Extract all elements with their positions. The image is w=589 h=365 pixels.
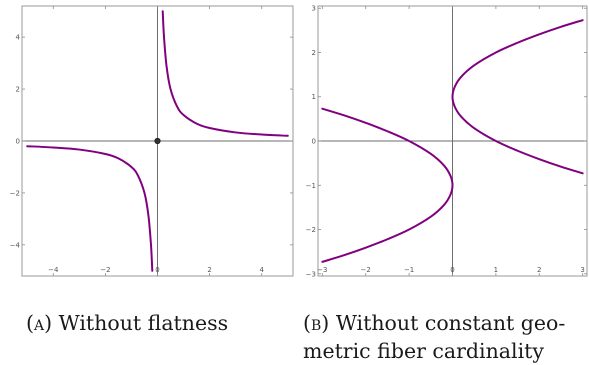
plot-a-curve-1 — [161, 10, 289, 137]
x-tick-label: 0 — [155, 266, 159, 274]
caption-a-text: Without flatness — [58, 311, 229, 335]
y-tick-label: 1 — [312, 93, 316, 101]
y-tick-label: 0 — [16, 138, 20, 146]
y-tick-label: 2 — [16, 86, 20, 94]
x-tick-label: 0 — [450, 266, 454, 274]
y-tick-label: 4 — [16, 34, 21, 42]
x-tick-label: −4 — [48, 266, 59, 274]
y-tick-label: 3 — [312, 5, 316, 13]
x-tick-label: 2 — [537, 266, 541, 274]
x-tick-label: 4 — [259, 266, 264, 274]
x-tick-label: −2 — [361, 266, 371, 274]
y-tick-label: 2 — [312, 49, 316, 57]
plot-a: −4 −2 0 2 4 −4 −2 0 2 4 — [10, 5, 294, 277]
caption-b-line-2: metric fiber cardinality — [303, 339, 544, 363]
y-tick-label: −4 — [10, 241, 21, 249]
x-tick-label: −1 — [404, 266, 414, 274]
y-tick-label: −3 — [306, 270, 316, 278]
y-tick-label: −2 — [306, 226, 316, 234]
caption-a-tag: (a) — [26, 311, 53, 335]
x-tick-label: −2 — [100, 266, 110, 274]
caption-b: (b) Without constant geo-metric fiber ca… — [303, 309, 565, 365]
plot-b: −3 −2 −1 0 1 2 3 −3 −2 −1 0 1 2 3 — [306, 5, 588, 278]
x-tick-label: 2 — [207, 266, 211, 274]
y-tick-label: 0 — [312, 138, 316, 146]
plot-a-origin-point — [154, 137, 161, 145]
y-tick-label: −1 — [306, 182, 316, 190]
plot-b-curve-2 — [321, 107, 454, 263]
caption-b-line-1: Without constant geo- — [335, 311, 566, 335]
x-tick-label: −3 — [317, 266, 327, 274]
plot-a-curve-2 — [26, 145, 154, 272]
x-tick-label: 1 — [494, 266, 498, 274]
caption-a: (a) Without flatness — [26, 309, 228, 337]
x-tick-label: 3 — [580, 266, 584, 274]
y-tick-label: −2 — [10, 189, 20, 197]
plot-b-curve-1 — [451, 19, 584, 175]
caption-b-tag: (b) — [303, 311, 330, 335]
